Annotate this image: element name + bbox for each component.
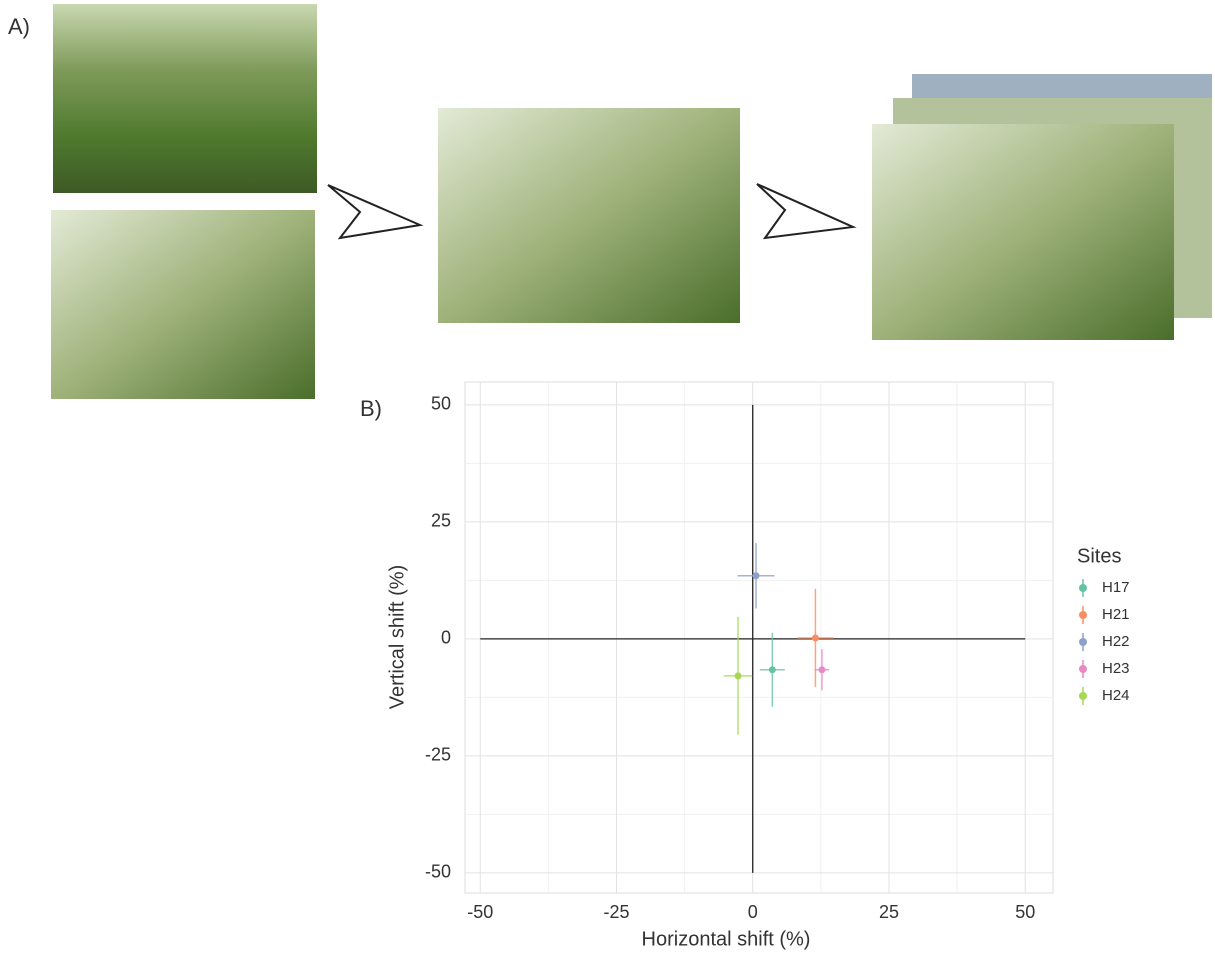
legend-key (1079, 611, 1087, 619)
x-tick-label: -50 (467, 902, 493, 922)
y-axis-label: Vertical shift (%) (386, 565, 408, 709)
panel-label: B) (360, 396, 382, 421)
legend-title: Sites (1077, 545, 1121, 567)
legend-key (1079, 692, 1087, 700)
legend-label: H24 (1102, 687, 1130, 704)
photo (872, 124, 1174, 340)
panel-label: A) (8, 14, 30, 39)
y-tick-label: -25 (425, 745, 451, 765)
legend-label: H17 (1102, 579, 1130, 596)
photo-stamp (438, 323, 740, 332)
y-tick-label: 25 (431, 511, 451, 531)
photo (53, 4, 317, 193)
x-axis-label: Horizontal shift (%) (642, 928, 811, 950)
legend-key (1079, 665, 1087, 673)
y-tick-label: -50 (425, 862, 451, 882)
plot-panel (465, 382, 1053, 893)
photo (438, 108, 740, 323)
figure: A) B) Horizontal shift (%) Vertical shif… (0, 0, 1215, 954)
x-tick-label: -25 (603, 902, 629, 922)
point (769, 666, 776, 673)
photo (51, 210, 315, 399)
point (818, 666, 825, 673)
arrow (328, 185, 420, 238)
legend-key (1079, 584, 1087, 592)
y-tick-label: 0 (441, 628, 451, 648)
photo-stamp (51, 399, 315, 408)
legend-label: H22 (1102, 633, 1130, 650)
x-tick-label: 50 (1015, 902, 1035, 922)
photo-stamp (872, 340, 1174, 349)
photo-stamp (53, 193, 317, 202)
x-tick-label: 25 (879, 902, 899, 922)
x-tick-label: 0 (748, 902, 758, 922)
arrow (757, 184, 853, 238)
point (735, 672, 742, 679)
point (753, 572, 760, 579)
point (812, 634, 819, 641)
legend-label: H23 (1102, 660, 1130, 677)
page: {"panel_labels": ["A)", "B)"], "chart_da… (0, 0, 1215, 959)
y-tick-label: 50 (431, 394, 451, 414)
photos (51, 4, 1212, 408)
legend-key (1079, 638, 1087, 646)
legend-label: H21 (1102, 606, 1130, 623)
